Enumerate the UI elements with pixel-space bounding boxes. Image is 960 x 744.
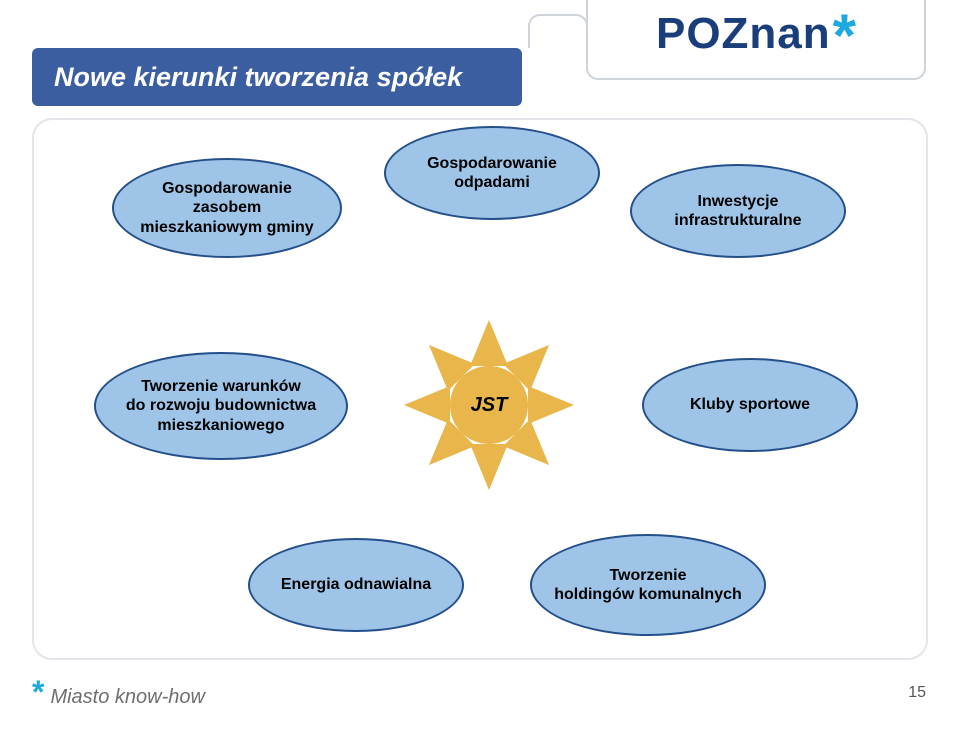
bubble-b6: Energia odnawialna (248, 538, 464, 632)
bubble-b4: Tworzenie warunkówdo rozwoju budownictwa… (94, 352, 348, 460)
slide-container: Nowe kierunki tworzenia spółek POZnan * … (0, 0, 960, 744)
bubble-label: Gospodarowaniezasobemmieszkaniowym gminy (140, 179, 313, 237)
logo-content: POZnan * (656, 9, 856, 70)
bubble-b7: Tworzenieholdingów komunalnych (530, 534, 766, 636)
sun-ray-icon (470, 444, 508, 490)
footer: * Miasto know-how 15 (32, 674, 926, 711)
sun-core: JST (450, 366, 528, 444)
footer-text: Miasto know-how (50, 686, 205, 709)
logo-poznan: POZnan * (586, 0, 926, 80)
logo-text: POZnan (656, 9, 831, 59)
divider-tab (528, 14, 588, 48)
sun-ray-icon (404, 386, 450, 424)
bubble-label: Tworzenieholdingów komunalnych (554, 566, 742, 604)
sun-jst: JST (404, 320, 574, 490)
bubble-label: Tworzenie warunkówdo rozwoju budownictwa… (126, 377, 316, 435)
bubble-label: Gospodarowanieodpadami (427, 154, 557, 192)
asterisk-icon: * (32, 674, 44, 711)
bubble-label: Energia odnawialna (281, 575, 431, 594)
footer-brand: * Miasto know-how (32, 674, 205, 711)
diagram-canvas: JST Gospodarowaniezasobemmieszkaniowym g… (32, 118, 928, 660)
sun-ray-icon (528, 386, 574, 424)
bubble-b5: Kluby sportowe (642, 358, 858, 452)
bubble-label: Kluby sportowe (690, 395, 810, 414)
bubble-label: Inwestycjeinfrastrukturalne (674, 192, 801, 230)
bubble-b1: Gospodarowaniezasobemmieszkaniowym gminy (112, 158, 342, 258)
sun-ray-icon (470, 320, 508, 366)
bubble-b3: Inwestycjeinfrastrukturalne (630, 164, 846, 258)
asterisk-icon: * (833, 1, 856, 70)
sun-label: JST (471, 394, 508, 417)
title-text: Nowe kierunki tworzenia spółek (54, 62, 462, 93)
title-bar: Nowe kierunki tworzenia spółek (32, 48, 522, 106)
page-number: 15 (908, 684, 926, 702)
bubble-b2: Gospodarowanieodpadami (384, 126, 600, 220)
